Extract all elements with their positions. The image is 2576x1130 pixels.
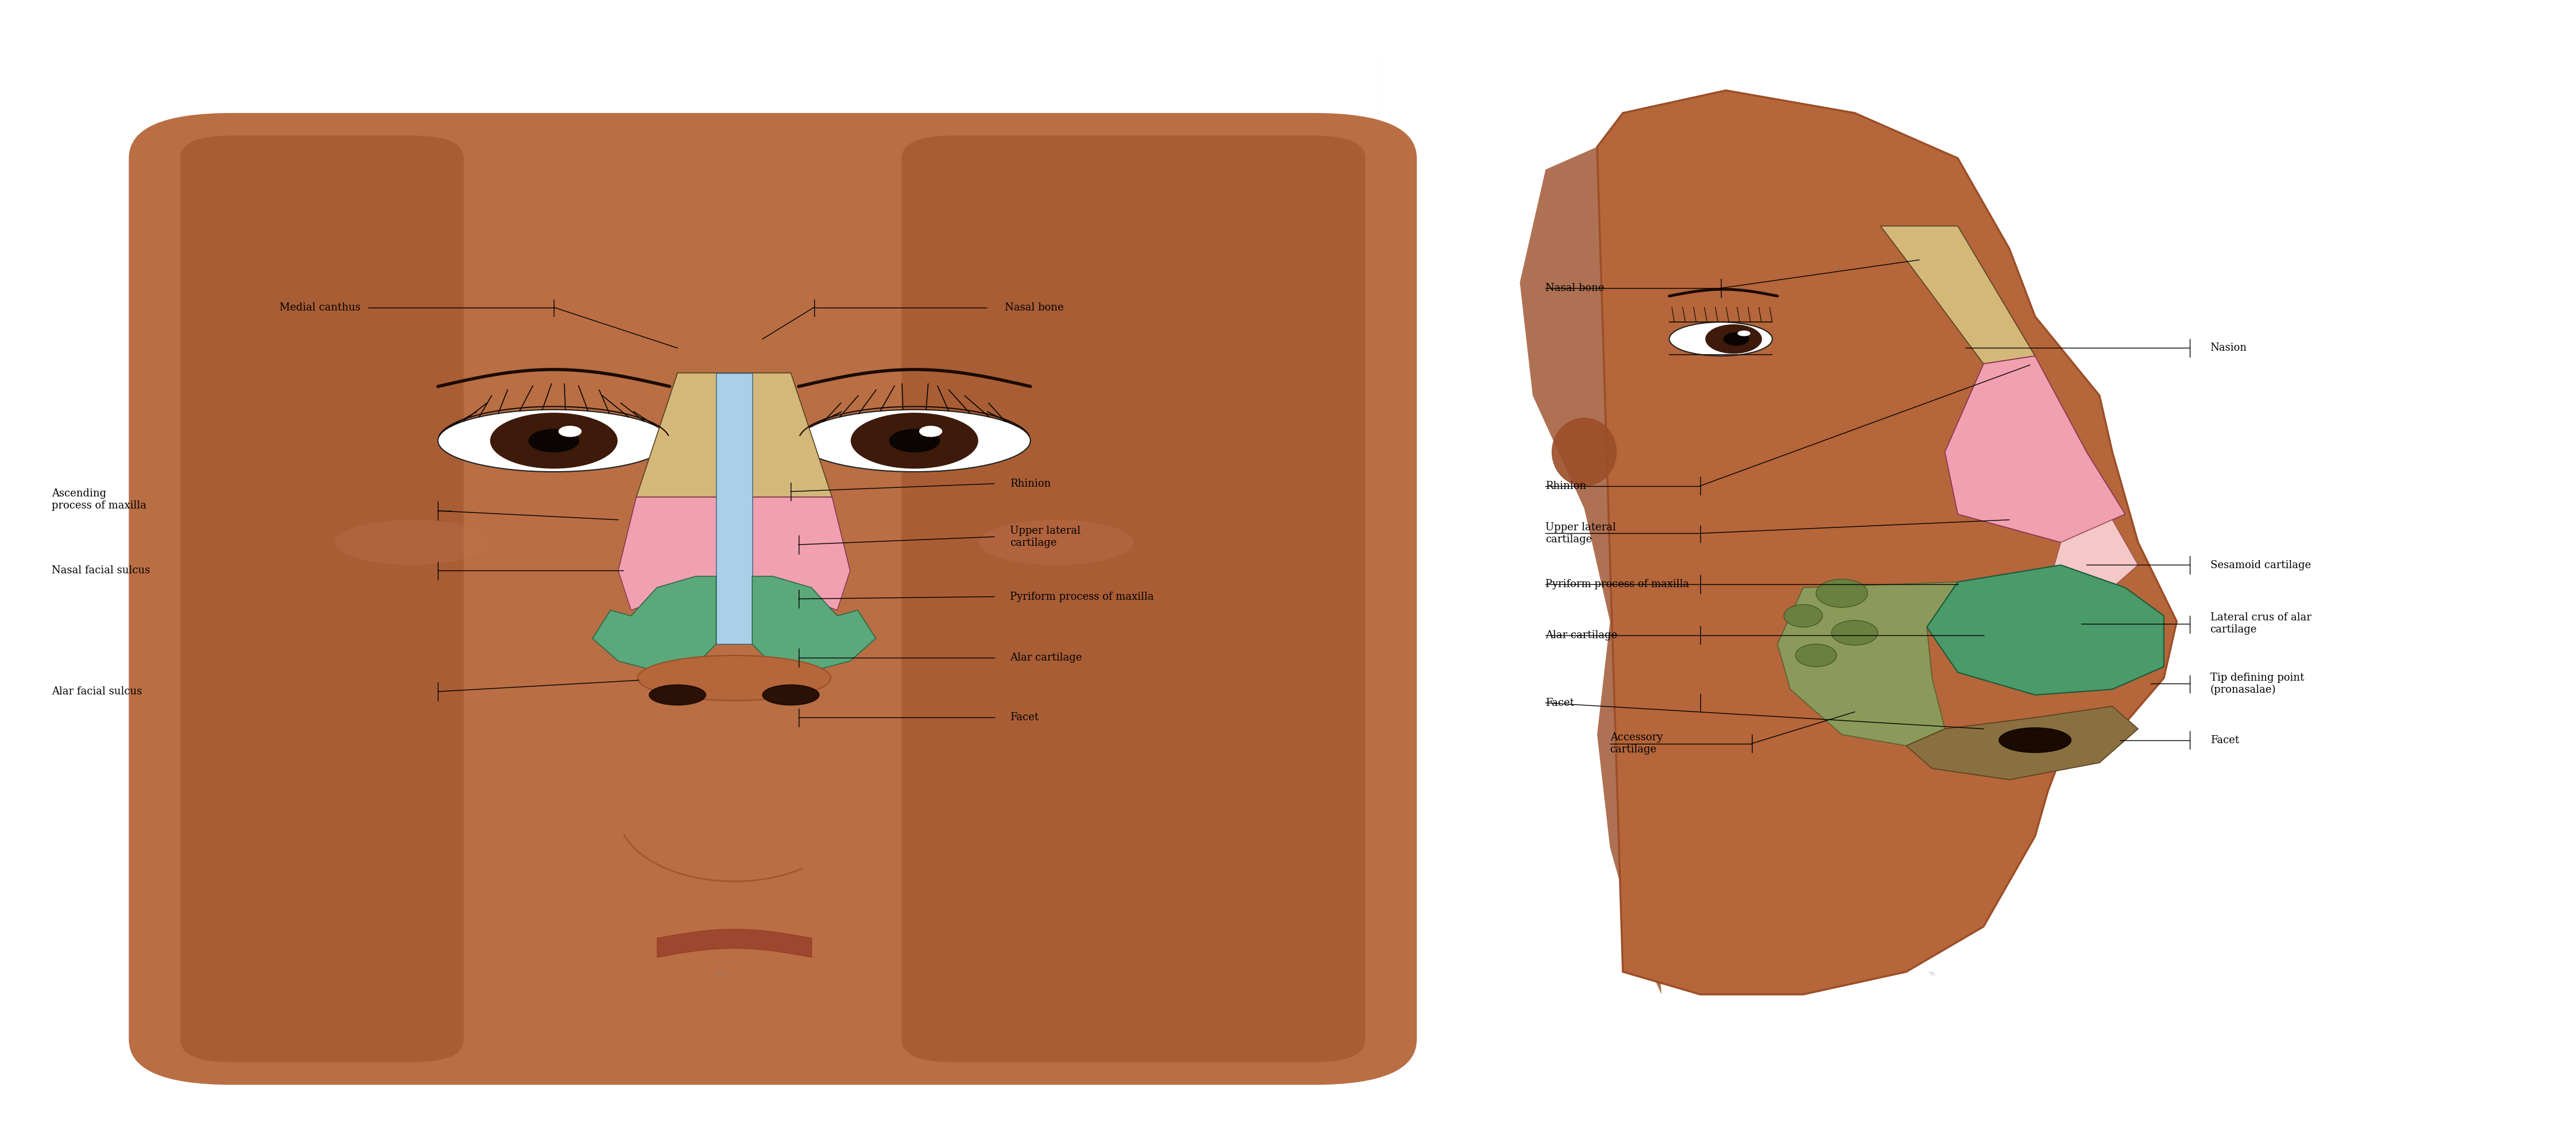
Ellipse shape: [1783, 605, 1824, 627]
Polygon shape: [1945, 356, 2125, 542]
Text: Alar cartilage: Alar cartilage: [1546, 629, 1618, 641]
Text: ᵒnᵢ: ᵒnᵢ: [1929, 971, 1935, 977]
Polygon shape: [636, 373, 832, 497]
Text: Upper lateral
cartilage: Upper lateral cartilage: [1546, 522, 1615, 545]
Text: Nasal bone: Nasal bone: [1005, 302, 1064, 313]
Text: Facet: Facet: [1010, 712, 1038, 723]
Polygon shape: [752, 576, 876, 678]
Text: Rhinion: Rhinion: [1010, 478, 1051, 489]
Ellipse shape: [889, 429, 940, 452]
Polygon shape: [747, 497, 850, 576]
Polygon shape: [618, 497, 721, 610]
Polygon shape: [592, 576, 716, 678]
Polygon shape: [716, 373, 752, 644]
Ellipse shape: [1551, 418, 1618, 486]
Text: Tip defining point
(pronasalae): Tip defining point (pronasalae): [2210, 672, 2303, 695]
Ellipse shape: [1795, 644, 1837, 667]
Text: Facet: Facet: [2210, 735, 2239, 746]
Polygon shape: [618, 497, 721, 576]
Ellipse shape: [1705, 324, 1762, 354]
Ellipse shape: [528, 429, 580, 452]
Text: Pyriform process of maxilla: Pyriform process of maxilla: [1546, 579, 1690, 590]
Polygon shape: [747, 497, 850, 610]
Polygon shape: [1880, 226, 2035, 364]
Text: Alar cartilage: Alar cartilage: [1010, 652, 1082, 663]
Ellipse shape: [920, 426, 943, 437]
Ellipse shape: [979, 520, 1133, 565]
Polygon shape: [2048, 520, 2138, 599]
Ellipse shape: [762, 685, 819, 705]
Polygon shape: [1777, 582, 1958, 746]
Text: Facet: Facet: [1546, 697, 1574, 709]
Text: Lateral crus of alar
cartilage: Lateral crus of alar cartilage: [2210, 612, 2311, 635]
Polygon shape: [1520, 147, 1662, 994]
Ellipse shape: [438, 409, 670, 472]
Ellipse shape: [1832, 620, 1878, 645]
Text: Accessory
cartilage: Accessory cartilage: [1610, 732, 1662, 755]
Text: Sesamoid cartilage: Sesamoid cartilage: [2210, 559, 2311, 571]
Text: Nasal facial sulcus: Nasal facial sulcus: [52, 565, 149, 576]
Ellipse shape: [850, 412, 979, 469]
Text: Rhinion: Rhinion: [1546, 480, 1587, 492]
Polygon shape: [1906, 706, 2138, 780]
Text: Medial canthus: Medial canthus: [281, 302, 361, 313]
Ellipse shape: [636, 655, 829, 701]
Polygon shape: [1927, 565, 2164, 695]
Text: ᵒnᵢₙₔ: ᵒnᵢₙₔ: [716, 971, 726, 977]
Ellipse shape: [1816, 579, 1868, 608]
Ellipse shape: [489, 412, 618, 469]
Text: Ascending
process of maxilla: Ascending process of maxilla: [52, 488, 147, 511]
Ellipse shape: [1669, 322, 1772, 356]
Text: Upper lateral
cartilage: Upper lateral cartilage: [1010, 525, 1079, 548]
Text: Nasal bone: Nasal bone: [1546, 282, 1605, 294]
Text: Nasion: Nasion: [2210, 342, 2246, 354]
Text: Pyriform process of maxilla: Pyriform process of maxilla: [1010, 591, 1154, 602]
Ellipse shape: [1999, 728, 2071, 753]
FancyBboxPatch shape: [902, 136, 1365, 1062]
Ellipse shape: [559, 426, 582, 437]
Ellipse shape: [799, 409, 1030, 472]
Ellipse shape: [1723, 332, 1749, 346]
Ellipse shape: [1739, 331, 1752, 337]
FancyBboxPatch shape: [129, 113, 1417, 1085]
FancyBboxPatch shape: [180, 136, 464, 1062]
Text: Alar facial sulcus: Alar facial sulcus: [52, 686, 142, 697]
Ellipse shape: [335, 520, 489, 565]
Ellipse shape: [649, 685, 706, 705]
Polygon shape: [1597, 90, 2177, 994]
